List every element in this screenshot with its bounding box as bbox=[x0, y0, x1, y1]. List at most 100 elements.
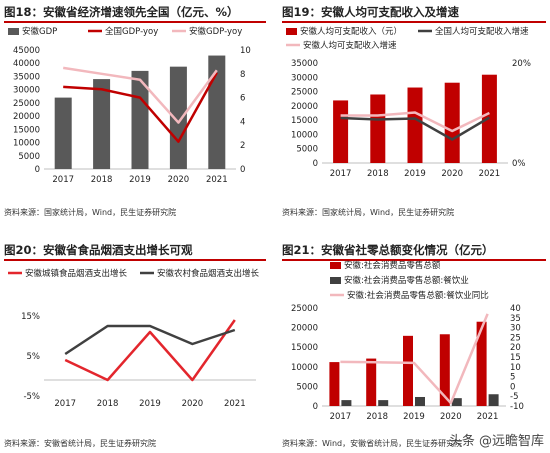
chart-title: 图21：安徽省社零总额变化情况（亿元） bbox=[282, 243, 494, 257]
bar bbox=[208, 55, 226, 170]
y2-tick-label: 25 bbox=[510, 333, 521, 343]
y2-tick-label: 0 bbox=[510, 382, 515, 392]
y-tick-label: 10000 bbox=[291, 363, 318, 373]
y-tick-label: 5% bbox=[27, 352, 41, 362]
bar bbox=[54, 97, 72, 169]
y2-tick-label: 6 bbox=[240, 94, 245, 104]
x-tick-label: 2017 bbox=[52, 175, 74, 185]
x-tick-label: 2017 bbox=[54, 399, 76, 409]
y-tick-label: -5% bbox=[23, 392, 40, 402]
y-tick-label: 25000 bbox=[291, 88, 318, 98]
title-rule bbox=[282, 259, 546, 261]
legend-label: 全国人均可支配收入增速 bbox=[435, 26, 529, 37]
x-tick-label: 2018 bbox=[366, 412, 388, 422]
chart-title: 图19：安徽人均可支配收入及增速 bbox=[282, 5, 460, 19]
bar bbox=[333, 100, 349, 163]
bar bbox=[403, 335, 413, 406]
y2-tick-label: 8 bbox=[240, 70, 245, 80]
legend-label: 安徽GDP bbox=[22, 26, 57, 37]
legend-label: 安徽:社会消费品零售总额:餐饮业 bbox=[344, 275, 469, 286]
x-tick-label: 2018 bbox=[367, 169, 389, 179]
chart-panel-income: 图19：安徽人均可支配收入及增速 安徽人均可支配收入（元） 全国人均可支配收入增速… bbox=[278, 0, 550, 226]
x-tick-label: 2021 bbox=[224, 399, 246, 409]
y2-tick-label: 20 bbox=[510, 343, 521, 353]
y-tick-label: 15000 bbox=[291, 116, 318, 126]
bar bbox=[341, 400, 352, 406]
x-tick-label: 2018 bbox=[91, 175, 113, 185]
x-tick-label: 2017 bbox=[330, 169, 352, 179]
chart-title: 图18：安徽省经济增速领先全国（亿元、%） bbox=[4, 5, 239, 19]
bar bbox=[378, 400, 389, 406]
series-line bbox=[340, 111, 490, 133]
x-tick-label: 2018 bbox=[97, 399, 119, 409]
y-tick-label: 0 bbox=[35, 165, 40, 175]
y2-tick-label: 15 bbox=[510, 353, 521, 363]
y-tick-label: 5000 bbox=[18, 152, 40, 162]
y2-tick-label: 10 bbox=[510, 363, 521, 373]
bar bbox=[370, 94, 386, 163]
bar bbox=[407, 87, 423, 163]
watermark: 头条 @远瞻智库 bbox=[448, 434, 544, 449]
legend-label: 安徽:社会消费品零售总额:餐饮业同比 bbox=[347, 290, 489, 301]
y-tick-label: 15000 bbox=[291, 343, 318, 353]
legend-label: 全国GDP-yoy bbox=[105, 26, 158, 37]
legend-swatch bbox=[8, 28, 19, 35]
title-rule bbox=[4, 21, 266, 23]
y-tick-label: 20000 bbox=[291, 324, 318, 334]
chart-panel-gdp: 图18：安徽省经济增速领先全国（亿元、%） 安徽GDP 全国GDP-yoy 安徽GD… bbox=[0, 0, 270, 226]
y2-tick-label: 20% bbox=[512, 59, 531, 69]
y-tick-label: 40000 bbox=[13, 59, 40, 69]
y-tick-label: 25000 bbox=[13, 99, 40, 109]
y-tick-label: 15000 bbox=[13, 125, 40, 135]
chart-source: 资料来源：Wind，安徽省统计局，民生证券研究院 bbox=[282, 439, 463, 448]
y-tick-label: 20000 bbox=[13, 112, 40, 122]
series-line bbox=[340, 116, 491, 141]
x-tick-label: 2021 bbox=[477, 412, 499, 422]
series-line bbox=[64, 319, 236, 382]
y2-tick-label: 0% bbox=[512, 159, 526, 169]
y-tick-label: 35000 bbox=[291, 59, 318, 69]
y-tick-label: 0 bbox=[313, 402, 318, 412]
y2-tick-label: 0 bbox=[240, 165, 245, 175]
y2-tick-label: 4 bbox=[240, 117, 245, 127]
bar bbox=[451, 398, 462, 406]
chart-title: 图20：安徽省食品烟酒支出增长可观 bbox=[4, 243, 193, 257]
series-line bbox=[340, 313, 489, 405]
y-tick-label: 25000 bbox=[291, 304, 318, 314]
bar bbox=[93, 79, 111, 169]
x-tick-label: 2021 bbox=[479, 169, 501, 179]
legend-label: 安徽城镇食品烟酒支出增长 bbox=[25, 268, 128, 279]
series-line bbox=[63, 72, 218, 143]
chart-retail: 安徽:社会消费品零售总额安徽:社会消费品零售总额:餐饮业安徽:社会消费品零售总额… bbox=[291, 260, 524, 422]
bar bbox=[415, 396, 425, 406]
y-tick-label: 5000 bbox=[296, 145, 318, 155]
legend-label: 安徽人均可支配收入（元） bbox=[300, 26, 402, 37]
chart-panel-food: 图20：安徽省食品烟酒支出增长可观 安徽城镇食品烟酒支出增长 安徽农村食品烟酒支出… bbox=[0, 232, 270, 453]
x-tick-label: 2020 bbox=[440, 412, 462, 422]
x-tick-label: 2020 bbox=[182, 399, 204, 409]
y-tick-label: 30000 bbox=[13, 86, 40, 96]
y2-tick-label: 40 bbox=[510, 304, 521, 314]
bar bbox=[488, 394, 499, 406]
x-tick-label: 2020 bbox=[441, 169, 463, 179]
y-tick-label: 45000 bbox=[13, 46, 40, 56]
y2-tick-label: 2 bbox=[240, 141, 245, 151]
x-tick-label: 2019 bbox=[129, 175, 151, 185]
y-tick-label: 10000 bbox=[13, 139, 40, 149]
y2-tick-label: -5 bbox=[510, 392, 518, 402]
y-tick-label: 15% bbox=[21, 312, 40, 322]
y2-tick-label: 30 bbox=[510, 324, 521, 334]
y-tick-label: 30000 bbox=[291, 73, 318, 83]
y-tick-label: 35000 bbox=[13, 72, 40, 82]
title-rule bbox=[282, 21, 546, 23]
y-tick-label: 5000 bbox=[296, 382, 318, 392]
x-tick-label: 2021 bbox=[206, 175, 228, 185]
legend-swatch bbox=[286, 28, 297, 35]
y2-tick-label: 5 bbox=[510, 373, 515, 383]
y-tick-label: 0 bbox=[313, 159, 318, 169]
y2-tick-label: 10 bbox=[240, 46, 251, 56]
title-rule bbox=[4, 259, 266, 261]
x-tick-label: 2017 bbox=[330, 412, 352, 422]
legend-swatch bbox=[330, 262, 341, 269]
